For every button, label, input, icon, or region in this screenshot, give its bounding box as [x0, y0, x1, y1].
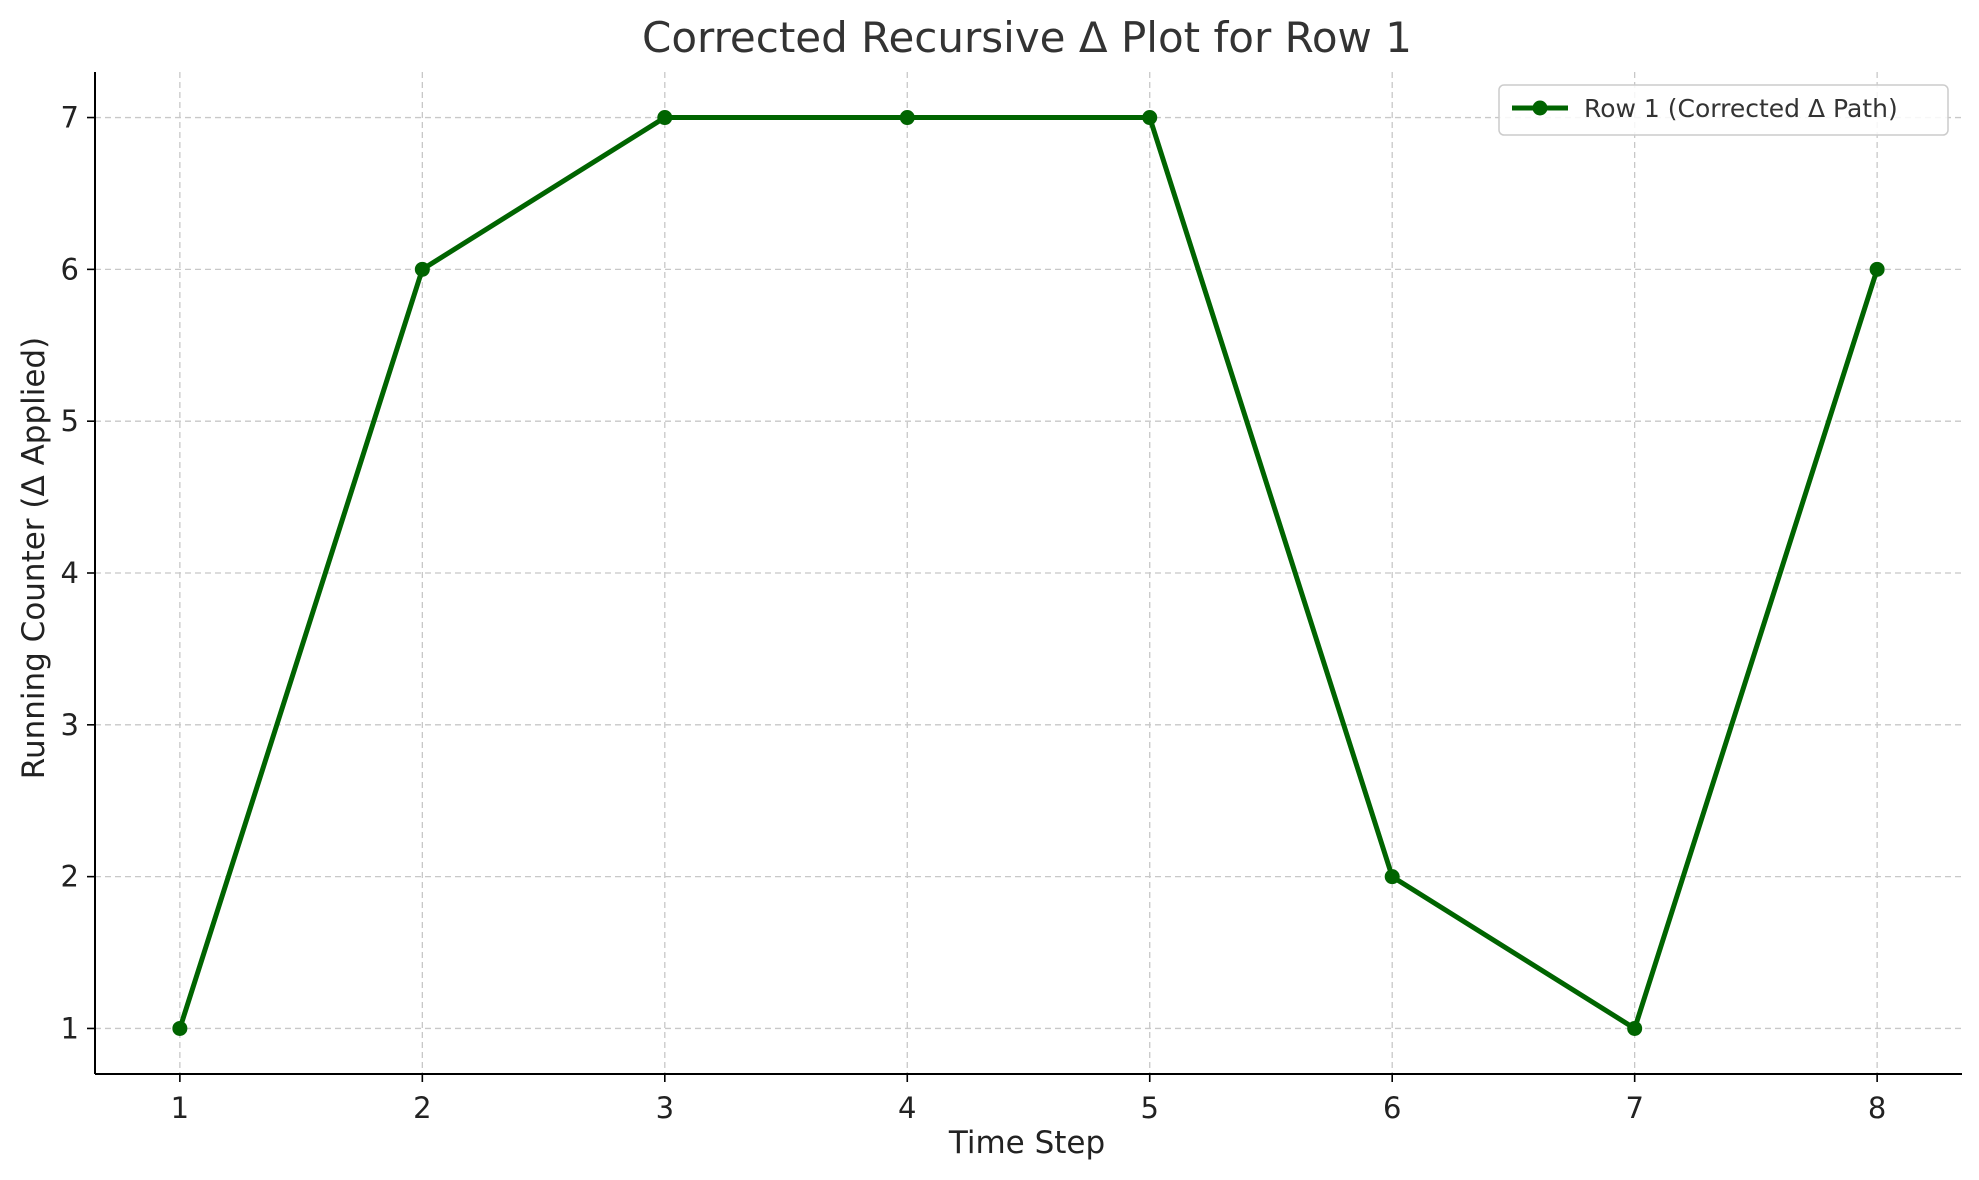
grid-lines [95, 72, 1962, 1074]
x-tick-label-1: 1 [171, 1091, 189, 1125]
tick-labels: 1 2 3 4 5 6 7 8 1 2 3 4 5 6 7 [61, 101, 1887, 1125]
data-point-3 [657, 110, 673, 126]
data-point-2 [414, 261, 430, 277]
y-axis-label: Running Counter (Δ Applied) [16, 337, 52, 779]
x-tick-label-7: 7 [1625, 1091, 1643, 1125]
data-point-7 [1627, 1020, 1643, 1036]
series [172, 110, 1885, 1036]
data-point-4 [899, 110, 915, 126]
x-tick-label-5: 5 [1141, 1091, 1159, 1125]
y-tick-label-4: 4 [61, 556, 79, 590]
legend-entry: Row 1 (Corrected Δ Path) [1584, 94, 1898, 123]
x-tick-label-3: 3 [656, 1091, 674, 1125]
data-point-6 [1384, 869, 1400, 885]
chart-title: Corrected Recursive Δ Plot for Row 1 [642, 13, 1412, 62]
y-tick-label-6: 6 [61, 252, 79, 286]
x-tick-label-6: 6 [1383, 1091, 1401, 1125]
series-line-0 [177, 115, 1880, 1031]
y-tick-label-1: 1 [61, 1011, 79, 1045]
data-point-1 [172, 1020, 188, 1036]
legend: Row 1 (Corrected Δ Path) [1498, 84, 1949, 136]
y-tick-label-2: 2 [61, 860, 79, 894]
legend-frame [1498, 84, 1949, 136]
legend-point-marker [1532, 100, 1548, 116]
y-tick-label-5: 5 [61, 404, 79, 438]
data-point-5 [1142, 110, 1158, 126]
y-tick-label-7: 7 [61, 101, 79, 135]
y-tick-label-3: 3 [61, 708, 79, 742]
x-tick-label-4: 4 [898, 1091, 916, 1125]
x-tick-label-2: 2 [413, 1091, 431, 1125]
data-point-8 [1869, 261, 1885, 277]
x-axis-label: Time Step [948, 1125, 1105, 1161]
x-tick-label-8: 8 [1868, 1091, 1886, 1125]
axes [87, 72, 1962, 1082]
